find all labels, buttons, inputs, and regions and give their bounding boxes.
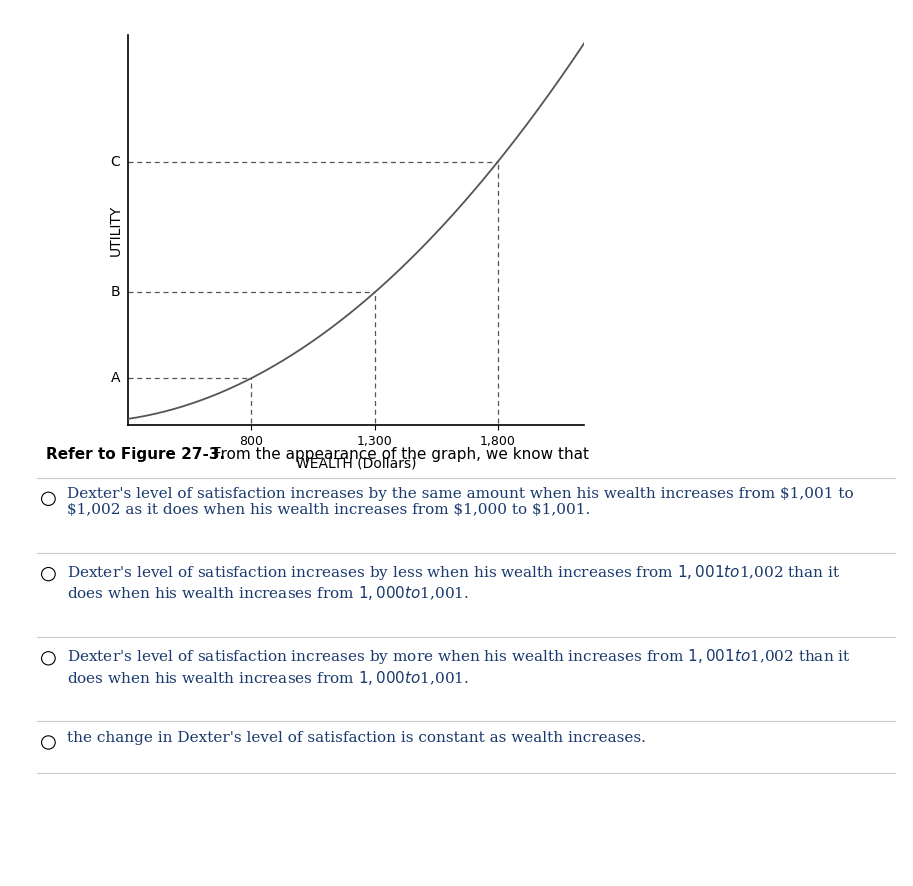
Text: Dexter's level of satisfaction increases by the same amount when his wealth incr: Dexter's level of satisfaction increases…	[67, 487, 854, 517]
Text: A: A	[110, 371, 121, 385]
X-axis label: WEALTH (Dollars): WEALTH (Dollars)	[296, 456, 416, 470]
Text: Dexter's level of satisfaction increases by less when his wealth increases from : Dexter's level of satisfaction increases…	[67, 563, 840, 602]
Text: Dexter's level of satisfaction increases by more when his wealth increases from : Dexter's level of satisfaction increases…	[67, 647, 850, 687]
Text: From the appearance of the graph, we know that: From the appearance of the graph, we kno…	[208, 447, 589, 462]
Text: B: B	[110, 285, 121, 299]
Text: Refer to Figure 27-3.: Refer to Figure 27-3.	[46, 447, 225, 462]
Y-axis label: UTILITY: UTILITY	[109, 205, 122, 256]
Text: the change in Dexter's level of satisfaction is constant as wealth increases.: the change in Dexter's level of satisfac…	[67, 731, 645, 745]
Text: C: C	[110, 154, 121, 168]
